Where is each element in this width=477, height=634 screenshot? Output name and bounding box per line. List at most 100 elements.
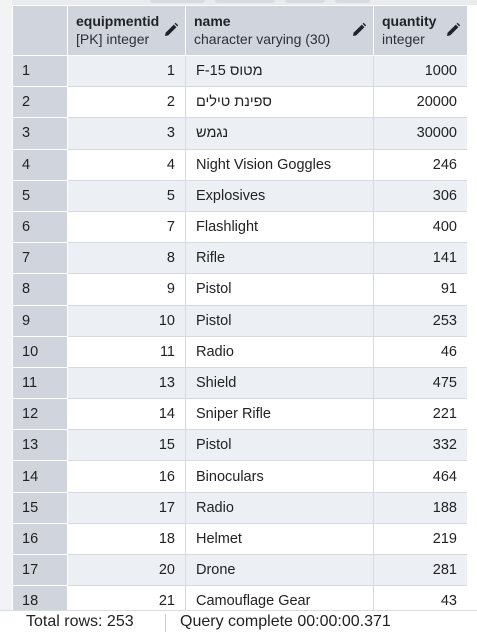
row-number[interactable]: 3 [12, 117, 68, 150]
cell-quantity[interactable]: 141 [373, 242, 467, 275]
cell-equipmentid[interactable]: 1 [67, 54, 186, 88]
cell-name[interactable]: Pistol [185, 304, 374, 337]
column-header-quantity[interactable]: quantity integer [373, 5, 467, 56]
cell-name[interactable]: Shield [185, 366, 374, 400]
query-status-label: Query complete 00:00:00.371 [180, 613, 391, 630]
cell-quantity[interactable]: 91 [373, 273, 467, 306]
cell-equipmentid[interactable]: 15 [67, 429, 186, 462]
cell-equipmentid[interactable]: 14 [67, 398, 186, 431]
cell-quantity[interactable]: 20000 [373, 86, 467, 119]
cell-name[interactable]: Explosives [185, 179, 374, 212]
row-number[interactable]: 16 [12, 522, 68, 556]
table-row[interactable]: 1 1 מטוס F-15 1000 [12, 54, 467, 88]
cell-equipmentid[interactable]: 3 [67, 117, 186, 150]
row-number[interactable]: 1 [12, 54, 68, 88]
cell-quantity[interactable]: 464 [373, 460, 467, 493]
cell-quantity[interactable]: 475 [373, 366, 467, 400]
row-number[interactable]: 18 [12, 585, 68, 610]
cell-name[interactable]: Pistol [185, 429, 374, 462]
table-row[interactable]: 10 11 Radio 46 [12, 335, 467, 368]
cell-name[interactable]: Rifle [185, 242, 374, 275]
cell-quantity[interactable]: 46 [373, 335, 467, 368]
row-number[interactable]: 5 [12, 179, 68, 212]
row-number[interactable]: 4 [12, 148, 68, 181]
table-row[interactable]: 13 15 Pistol 332 [12, 429, 467, 462]
table-row[interactable]: 3 3 נגמש 30000 [12, 117, 467, 150]
table-row[interactable]: 7 8 Rifle 141 [12, 242, 467, 275]
cell-quantity[interactable]: 188 [373, 491, 467, 524]
row-number[interactable]: 14 [12, 460, 68, 493]
table-row[interactable]: 11 13 Shield 475 [12, 366, 467, 400]
cell-quantity[interactable]: 253 [373, 304, 467, 337]
cell-equipmentid[interactable]: 9 [67, 273, 186, 306]
cell-name[interactable]: נגמש [185, 117, 374, 150]
status-bar: Total rows: 253 Query complete 00:00:00.… [0, 610, 477, 634]
cell-quantity[interactable]: 400 [373, 210, 467, 244]
column-header-name[interactable]: name character varying (30) [185, 5, 374, 56]
cell-name[interactable]: Pistol [185, 273, 374, 306]
row-number[interactable]: 15 [12, 491, 68, 524]
row-number[interactable]: 11 [12, 366, 68, 400]
table-row[interactable]: 16 18 Helmet 219 [12, 522, 467, 556]
cell-equipmentid[interactable]: 10 [67, 304, 186, 337]
cell-equipmentid[interactable]: 20 [67, 553, 186, 587]
column-header-equipmentid[interactable]: equipmentid [PK] integer [67, 5, 186, 56]
row-number[interactable]: 9 [12, 304, 68, 337]
row-number[interactable]: 13 [12, 429, 68, 462]
cell-name[interactable]: Binoculars [185, 460, 374, 493]
table-row[interactable]: 17 20 Drone 281 [12, 553, 467, 587]
cell-equipmentid[interactable]: 8 [67, 242, 186, 275]
row-number[interactable]: 10 [12, 335, 68, 368]
cell-quantity[interactable]: 1000 [373, 54, 467, 88]
table-row[interactable]: 5 5 Explosives 306 [12, 179, 467, 212]
cell-equipmentid[interactable]: 16 [67, 460, 186, 493]
cell-quantity[interactable]: 246 [373, 148, 467, 181]
cell-equipmentid[interactable]: 5 [67, 179, 186, 212]
cell-equipmentid[interactable]: 11 [67, 335, 186, 368]
table-row[interactable]: 4 4 Night Vision Goggles 246 [12, 148, 467, 181]
cell-quantity[interactable]: 332 [373, 429, 467, 462]
cell-equipmentid[interactable]: 18 [67, 522, 186, 556]
cell-quantity[interactable]: 306 [373, 179, 467, 212]
row-number[interactable]: 6 [12, 210, 68, 244]
cell-equipmentid[interactable]: 7 [67, 210, 186, 244]
table-row[interactable]: 9 10 Pistol 253 [12, 304, 467, 337]
cell-quantity[interactable]: 219 [373, 522, 467, 556]
cell-quantity[interactable]: 43 [373, 585, 467, 610]
cell-name[interactable]: Drone [185, 553, 374, 587]
cell-name[interactable]: Radio [185, 335, 374, 368]
cell-name[interactable]: מטוס F-15 [185, 54, 374, 88]
table-row[interactable]: 2 2 ספינת טילים 20000 [12, 86, 467, 119]
pencil-icon[interactable] [445, 22, 461, 38]
row-number[interactable]: 17 [12, 553, 68, 587]
row-number[interactable]: 7 [12, 242, 68, 275]
row-number[interactable]: 12 [12, 398, 68, 431]
cell-name[interactable]: Flashlight [185, 210, 374, 244]
cell-quantity[interactable]: 221 [373, 398, 467, 431]
cell-name[interactable]: Sniper Rifle [185, 398, 374, 431]
pencil-icon[interactable] [163, 22, 179, 38]
table-row[interactable]: 6 7 Flashlight 400 [12, 210, 467, 244]
cell-name[interactable]: Night Vision Goggles [185, 148, 374, 181]
cell-quantity[interactable]: 281 [373, 553, 467, 587]
cell-equipmentid[interactable]: 13 [67, 366, 186, 400]
cell-equipmentid[interactable]: 17 [67, 491, 186, 524]
cell-equipmentid[interactable]: 4 [67, 148, 186, 181]
pencil-icon[interactable] [351, 22, 367, 38]
table-row[interactable]: 15 17 Radio 188 [12, 491, 467, 524]
cell-name[interactable]: Radio [185, 491, 374, 524]
row-number[interactable]: 2 [12, 86, 68, 119]
cell-equipmentid[interactable]: 21 [67, 585, 186, 610]
table-row[interactable]: 12 14 Sniper Rifle 221 [12, 398, 467, 431]
cell-name[interactable]: Helmet [185, 522, 374, 556]
table-row[interactable]: 14 16 Binoculars 464 [12, 460, 467, 493]
table-row[interactable]: 18 21 Camouflage Gear 43 [12, 585, 467, 610]
table-row[interactable]: 8 9 Pistol 91 [12, 273, 467, 306]
cell-name[interactable]: ספינת טילים [185, 86, 374, 119]
cell-name[interactable]: Camouflage Gear [185, 585, 374, 610]
row-number-header[interactable] [12, 5, 68, 56]
column-type: integer [382, 31, 425, 47]
cell-quantity[interactable]: 30000 [373, 117, 467, 150]
cell-equipmentid[interactable]: 2 [67, 86, 186, 119]
row-number[interactable]: 8 [12, 273, 68, 306]
